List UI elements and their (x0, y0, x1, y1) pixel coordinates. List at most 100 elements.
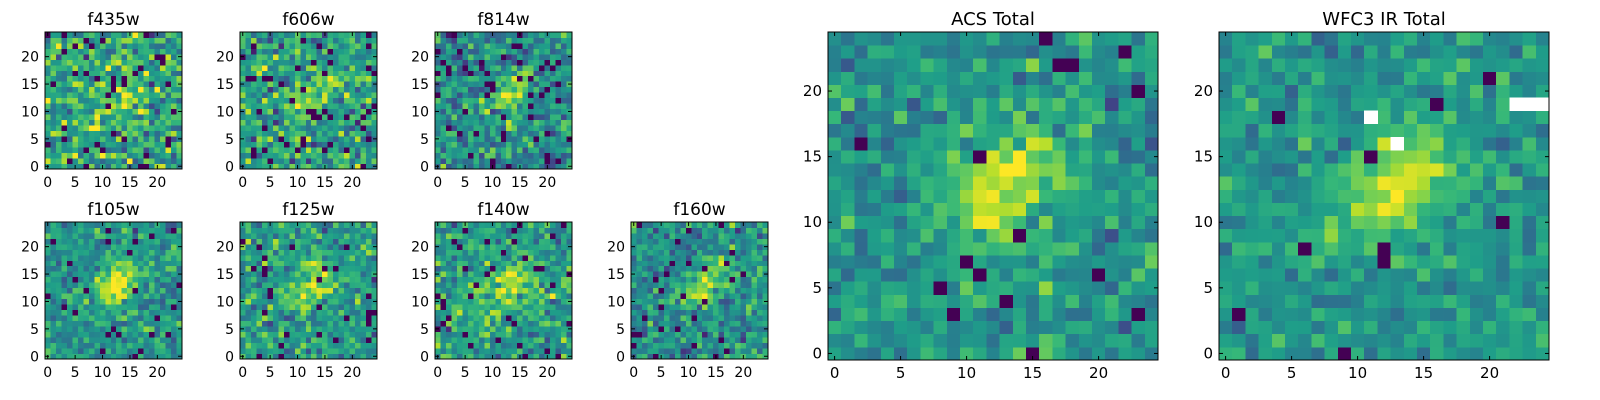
heatmap-cell (66, 103, 73, 110)
heatmap-cell (83, 287, 90, 294)
heatmap-cell (105, 86, 112, 93)
heatmap-cell (250, 282, 257, 289)
heatmap-cell (696, 232, 703, 239)
heatmap-cell (338, 97, 345, 104)
heatmap-cell (880, 268, 895, 282)
heatmap-cell (641, 353, 648, 360)
heatmap-cell (94, 304, 101, 311)
heatmap-cell (360, 81, 367, 88)
heatmap-cell (143, 227, 150, 234)
heatmap-cell (440, 265, 447, 272)
heatmap-cell (300, 114, 307, 121)
heatmap-cell (550, 152, 556, 159)
heatmap-cell (154, 53, 161, 60)
heatmap-cell (539, 163, 545, 170)
heatmap-cell (641, 271, 648, 278)
heatmap-cell (473, 271, 480, 278)
heatmap-cell (322, 249, 329, 256)
heatmap-cell (61, 59, 68, 66)
heatmap-cell (371, 337, 378, 343)
heatmap-cell (522, 282, 529, 289)
heatmap-cell (517, 152, 524, 159)
heatmap-cell (45, 152, 51, 159)
heatmap-cell (371, 59, 378, 66)
heatmap-cell (121, 243, 128, 250)
heatmap-cell (484, 32, 491, 38)
heatmap-cell (669, 293, 676, 300)
heatmap-cell (680, 287, 687, 294)
heatmap-cell (127, 282, 134, 289)
heatmap-cell (746, 304, 752, 311)
heatmap-cell (272, 271, 279, 278)
heatmap-cell (94, 125, 101, 132)
heatmap-cell (1012, 307, 1027, 322)
heatmap-cell (121, 348, 128, 354)
heatmap-cell (355, 293, 361, 300)
heatmap-cell (445, 260, 452, 267)
heatmap-cell (478, 130, 485, 137)
heatmap-cell (77, 337, 84, 343)
heatmap-cell (511, 287, 518, 294)
heatmap-cell (894, 228, 908, 243)
heatmap-cell (894, 268, 908, 282)
heatmap-cell (696, 309, 703, 316)
heatmap-cell (121, 163, 128, 170)
heatmap-cell (445, 232, 452, 239)
heatmap-cell (61, 163, 68, 170)
heatmap-cell (435, 227, 441, 234)
heatmap-cell (652, 227, 659, 234)
heatmap-cell (658, 265, 665, 272)
heatmap-cell (283, 331, 290, 338)
heatmap-cell (278, 53, 285, 60)
heatmap-cell (440, 276, 447, 283)
heatmap-cell (66, 119, 73, 126)
heatmap-cell (327, 92, 334, 99)
x-tick-label: 10 (484, 175, 502, 191)
heatmap-cell (663, 243, 670, 250)
heatmap-cell (143, 86, 150, 93)
heatmap-cell (445, 315, 452, 322)
heatmap-cell (517, 337, 524, 343)
heatmap-cell (713, 337, 720, 343)
heatmap-cell (77, 103, 84, 110)
heatmap-cell (50, 42, 57, 49)
heatmap-cell (658, 320, 665, 327)
heatmap-cell (55, 222, 62, 228)
heatmap-cell (322, 326, 329, 332)
heatmap-cell (533, 103, 540, 110)
heatmap-cell (960, 228, 974, 243)
heatmap-cell (495, 108, 502, 115)
heatmap-cell (517, 136, 524, 142)
heatmap-cell (344, 298, 350, 305)
heatmap-cell (746, 222, 752, 228)
heatmap-cell (751, 222, 758, 228)
heatmap-cell (517, 53, 524, 60)
heatmap-cell (946, 333, 961, 348)
heatmap-cell (528, 254, 535, 261)
heatmap-cell (143, 331, 150, 338)
heatmap-cell (116, 238, 123, 245)
y-tick-label: 0 (420, 159, 429, 175)
heatmap-cell (338, 158, 345, 164)
heatmap-cell (718, 260, 725, 267)
heatmap-cell (355, 81, 361, 88)
heatmap-cell (66, 147, 73, 153)
heatmap-cell (462, 238, 469, 245)
heatmap-cell (322, 271, 329, 278)
heatmap-cell (751, 320, 758, 327)
heatmap-cell (467, 152, 474, 159)
heatmap-cell (669, 276, 676, 283)
heatmap-cell (757, 331, 763, 338)
y-tick-label: 5 (420, 132, 429, 148)
heatmap-cell (55, 309, 62, 316)
heatmap-cell (344, 315, 350, 322)
heatmap-cell (116, 70, 123, 77)
heatmap-cell (94, 64, 101, 71)
heatmap-cell (61, 243, 68, 250)
heatmap-cell (489, 243, 496, 250)
heatmap-cell (311, 287, 318, 294)
heatmap-cell (933, 189, 948, 203)
heatmap-cell (478, 298, 485, 305)
heatmap-cell (522, 276, 529, 283)
